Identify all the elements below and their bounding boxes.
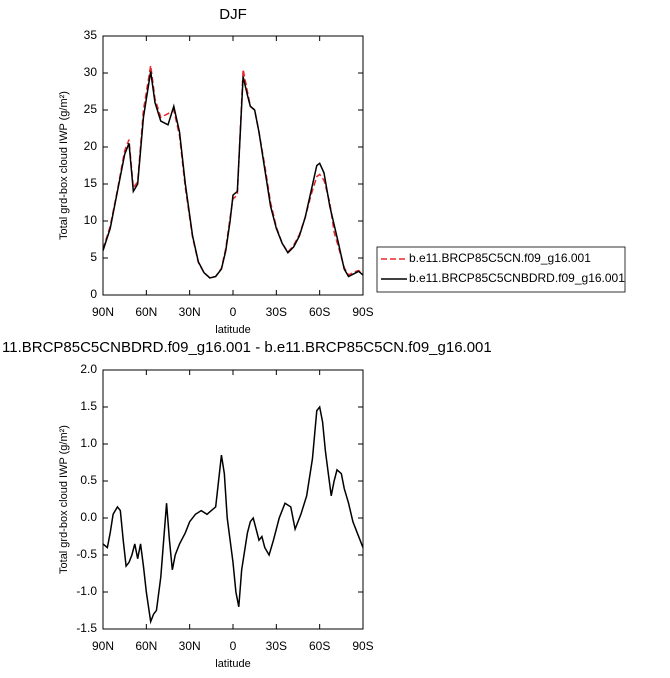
chart-title: 11.BRCP85C5CNBDRD.f09_g16.001 - b.e11.BR… bbox=[2, 339, 492, 356]
x-tick-label: 90S bbox=[352, 639, 373, 653]
y-tick-label: 1.0 bbox=[80, 436, 97, 450]
x-tick-label: 60N bbox=[135, 639, 157, 653]
y-tick-label: 20 bbox=[84, 139, 98, 153]
y-tick-label: 35 bbox=[84, 28, 98, 42]
y-tick-label: -0.5 bbox=[76, 547, 97, 561]
x-tick-label: 30S bbox=[266, 305, 287, 319]
y-tick-label: 30 bbox=[84, 65, 98, 79]
x-tick-label: 0 bbox=[230, 639, 237, 653]
x-tick-label: 90N bbox=[92, 639, 114, 653]
x-axis-label: latitude bbox=[215, 324, 250, 336]
y-tick-label: 0.5 bbox=[80, 473, 97, 487]
plot-frame bbox=[102, 369, 364, 630]
x-tick-label: 90S bbox=[352, 305, 373, 319]
x-tick-label: 30N bbox=[179, 305, 201, 319]
chart-title: DJF bbox=[219, 6, 247, 23]
x-tick-label: 60N bbox=[135, 305, 157, 319]
y-tick-label: -1.0 bbox=[76, 584, 97, 598]
x-tick-label: 30S bbox=[266, 639, 287, 653]
data-line bbox=[102, 65, 364, 279]
data-line bbox=[102, 71, 364, 279]
x-axis-label: latitude bbox=[215, 658, 250, 670]
x-tick-label: 30N bbox=[179, 639, 201, 653]
legend-label: b.e11.BRCP85C5CN.f09_g16.001 bbox=[409, 251, 591, 265]
y-tick-label: 15 bbox=[84, 176, 98, 190]
plot-frame bbox=[102, 35, 364, 296]
y-axis-label: Total grd-box cloud IWP (g/m²) bbox=[58, 425, 70, 574]
y-tick-label: 0.0 bbox=[80, 510, 97, 524]
y-tick-label: 25 bbox=[84, 102, 98, 116]
y-tick-label: 2.0 bbox=[80, 362, 97, 376]
x-tick-label: 60S bbox=[309, 305, 330, 319]
data-line bbox=[102, 405, 364, 625]
y-tick-label: 1.5 bbox=[80, 399, 97, 413]
legend-label: b.e11.BRCP85C5CNBDRD.f09_g16.001 bbox=[409, 271, 625, 285]
x-tick-label: 0 bbox=[230, 305, 237, 319]
y-tick-label: 10 bbox=[84, 213, 98, 227]
x-tick-label: 90N bbox=[92, 305, 114, 319]
y-tick-label: 5 bbox=[90, 250, 97, 264]
y-axis-label: Total grd-box cloud IWP (g/m²) bbox=[58, 91, 70, 240]
x-tick-label: 60S bbox=[309, 639, 330, 653]
y-tick-label: 0 bbox=[90, 287, 97, 301]
legend-box bbox=[376, 246, 626, 293]
y-tick-label: -1.5 bbox=[76, 621, 97, 635]
